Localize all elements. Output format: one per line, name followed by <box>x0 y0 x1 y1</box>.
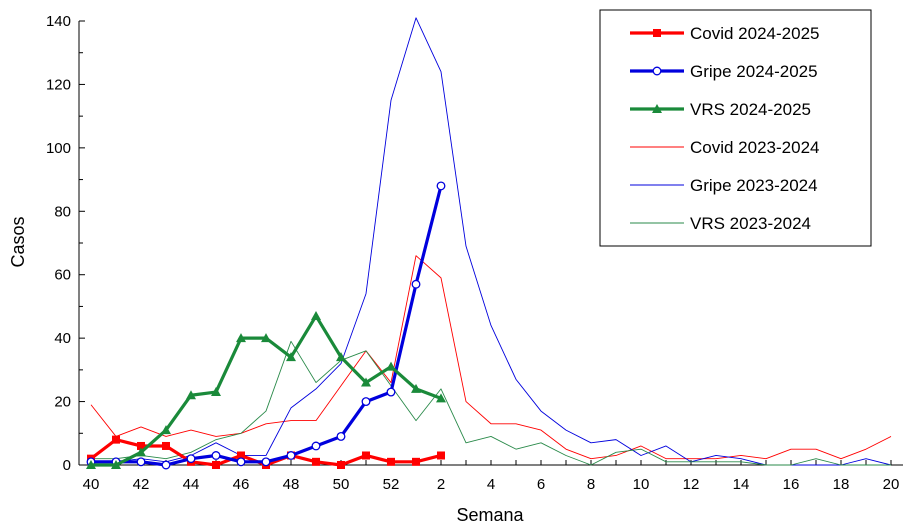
series-line <box>91 17 892 466</box>
legend-item: Covid 2023-2024 <box>630 138 819 157</box>
series-line <box>90 255 892 460</box>
series-gripe-2024-2025 <box>86 181 446 470</box>
series-covid-2023-2024 <box>90 255 892 460</box>
series-line <box>91 340 891 466</box>
x-tick-label: 40 <box>83 476 100 493</box>
series-vrs-2023-2024 <box>91 340 891 466</box>
data-point <box>337 461 345 469</box>
data-point <box>111 460 121 469</box>
series-layer <box>86 17 892 470</box>
legend-box <box>599 9 872 247</box>
data-point <box>86 460 96 469</box>
data-point <box>362 451 370 460</box>
y-tick-label: 80 <box>54 203 71 220</box>
x-tick-label: 6 <box>537 476 545 493</box>
data-point <box>236 457 246 467</box>
x-tick-label: 20 <box>883 476 900 493</box>
x-tick-label: 50 <box>333 476 350 493</box>
data-point <box>236 333 246 343</box>
y-tick-label: 60 <box>54 267 71 284</box>
data-point <box>186 390 196 400</box>
x-tick-label: 2 <box>437 476 445 493</box>
data-point <box>237 451 245 460</box>
data-point <box>112 435 120 444</box>
x-tick-label: 12 <box>683 476 700 493</box>
data-point <box>136 447 146 457</box>
data-point <box>212 461 220 469</box>
legend-item: VRS 2024-2025 <box>630 100 811 119</box>
data-point <box>286 352 296 362</box>
y-tick-label: 20 <box>54 394 71 411</box>
y-tick-label: 100 <box>46 140 71 157</box>
legend-item: VRS 2023-2024 <box>630 214 811 233</box>
data-point <box>136 457 146 467</box>
data-point <box>436 181 446 191</box>
y-tick-label: 0 <box>63 457 71 474</box>
legend-label: Gripe 2023-2024 <box>690 176 818 195</box>
data-point <box>361 397 371 407</box>
data-point <box>361 377 371 387</box>
legend-label: Covid 2024-2025 <box>690 24 819 43</box>
data-point <box>336 352 346 362</box>
x-tick-label: 42 <box>133 476 150 493</box>
data-point <box>652 66 662 76</box>
data-point <box>261 333 271 343</box>
x-tick-label: 44 <box>183 476 200 493</box>
data-point <box>437 451 445 460</box>
x-tick-label: 4 <box>487 476 495 493</box>
data-point <box>652 104 662 113</box>
data-point <box>261 457 271 467</box>
data-point <box>186 454 196 464</box>
data-point <box>386 387 396 397</box>
legend-label: Gripe 2024-2025 <box>690 62 818 81</box>
x-tick-label: 14 <box>733 476 750 493</box>
data-point <box>211 387 221 397</box>
x-tick-label: 10 <box>633 476 650 493</box>
legend-item: Gripe 2024-2025 <box>630 62 818 81</box>
data-point <box>436 393 446 403</box>
legend-item: Covid 2024-2025 <box>630 24 819 43</box>
data-point <box>162 441 170 450</box>
data-point <box>137 441 145 450</box>
y-tick-label: 140 <box>46 13 71 30</box>
legend: Covid 2024-2025 Gripe 2024-2025 VRS 2024-2… <box>599 9 872 247</box>
legend-label: VRS 2024-2025 <box>690 100 811 119</box>
data-point <box>653 29 661 37</box>
x-tick-label: 16 <box>783 476 800 493</box>
x-tick-label: 46 <box>233 476 250 493</box>
data-point <box>286 451 296 460</box>
data-point <box>312 457 320 466</box>
x-tick-label: 52 <box>383 476 400 493</box>
x-axis-title: Semana <box>456 505 524 525</box>
y-tick-label: 40 <box>54 330 71 347</box>
data-point <box>386 361 396 371</box>
legend-item: Gripe 2023-2024 <box>630 176 818 195</box>
x-tick-label: 18 <box>833 476 850 493</box>
series-gripe-2023-2024 <box>91 17 892 466</box>
data-point <box>387 457 395 466</box>
x-tick-label: 48 <box>283 476 300 493</box>
x-tick-label: 8 <box>587 476 595 493</box>
data-point <box>336 432 346 441</box>
y-axis-title: Casos <box>8 216 28 267</box>
legend-label: VRS 2023-2024 <box>690 214 811 233</box>
data-point <box>161 460 171 470</box>
series-line <box>91 185 443 467</box>
data-point <box>411 279 421 289</box>
legend-label: Covid 2023-2024 <box>690 138 819 157</box>
data-point <box>412 457 420 466</box>
data-point <box>161 425 171 435</box>
y-tick-label: 120 <box>46 76 71 93</box>
series-vrs-2024-2025 <box>86 310 446 469</box>
data-point <box>311 310 321 320</box>
data-point <box>211 451 221 460</box>
data-point <box>311 441 321 451</box>
data-point <box>411 383 421 393</box>
